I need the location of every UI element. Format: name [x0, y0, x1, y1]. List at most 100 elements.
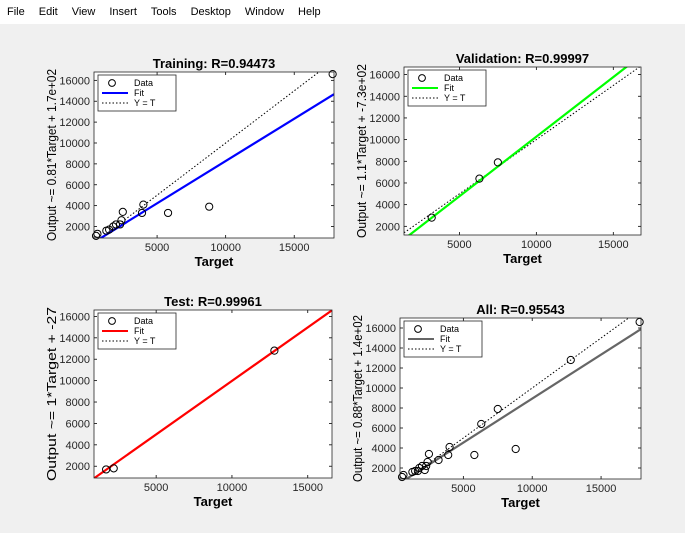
y-tick-label: 8000 [66, 397, 90, 409]
menu-desktop[interactable]: Desktop [190, 6, 231, 18]
legend-label: Data [134, 316, 153, 326]
x-tick-label: 15000 [598, 239, 629, 251]
chart-title: Validation: R=0.99997 [456, 51, 589, 66]
x-axis-label: Target [194, 494, 233, 509]
legend-label: Fit [134, 326, 144, 336]
data-point [427, 213, 436, 222]
data-point [118, 207, 127, 216]
data-point [493, 158, 502, 167]
y-tick-label: 14000 [365, 343, 396, 355]
data-point [477, 419, 486, 429]
legend-data-marker [108, 79, 116, 87]
x-tick-label: 10000 [210, 242, 241, 254]
legend-data-marker [418, 74, 426, 82]
regression-plots: 5000 10000 15000 2000 4000 6000 8000 10000 12000… [45, 51, 644, 510]
data-point [566, 355, 575, 365]
y-tick-label: 8000 [376, 156, 400, 168]
x-tick-label: 5000 [447, 239, 471, 251]
axes-border [399, 317, 642, 480]
chart-3: 5000 10000 15000 2000 4000 6000 8000 10000 12000… [351, 302, 644, 510]
data-point [102, 465, 111, 474]
data-point [109, 464, 118, 473]
data-point [423, 457, 432, 467]
legend-label: Data [440, 324, 459, 334]
fit-line [407, 67, 629, 235]
data-point [434, 455, 443, 465]
data-point [91, 231, 101, 241]
y-axis-label: Output ~= 0.81*Target + 1.7e+02 [45, 69, 59, 241]
menu-help[interactable]: Help [298, 6, 321, 18]
y-tick-label: 10000 [59, 138, 90, 150]
y-tick-label: 16000 [365, 323, 396, 335]
data-point [270, 346, 279, 355]
chart-2: 5000 10000 15000 2000 4000 6000 8000 10000 12000… [45, 294, 333, 509]
menu-window[interactable]: Window [244, 6, 285, 18]
x-tick-label: 10000 [517, 483, 548, 495]
figure-canvas: 5000 10000 15000 2000 4000 6000 8000 10000 12000… [0, 24, 685, 528]
identity-line [404, 67, 641, 234]
data-point [411, 466, 420, 476]
legend-label: Y = T [134, 336, 156, 346]
chart-title: Test: R=0.99961 [164, 294, 262, 309]
data-point [139, 200, 148, 209]
y-tick-label: 2000 [372, 463, 396, 475]
x-axis-label: Target [501, 495, 540, 510]
menu-view[interactable]: View [71, 6, 96, 18]
data-point [493, 404, 502, 414]
data-point [511, 444, 520, 454]
fit-line [94, 310, 332, 478]
y-tick-label: 4000 [66, 440, 90, 452]
y-tick-label: 14000 [59, 333, 90, 345]
y-tick-label: 12000 [59, 354, 90, 366]
y-tick-label: 10000 [365, 383, 396, 395]
legend-label: Y = T [440, 344, 462, 354]
data-point [420, 465, 429, 475]
x-tick-label: 5000 [144, 482, 168, 494]
y-tick-label: 8000 [66, 159, 90, 171]
x-tick-label: 15000 [292, 482, 323, 494]
chart-1: 5000 10000 15000 2000 4000 6000 8000 10000 12000… [355, 51, 642, 266]
y-tick-label: 2000 [66, 222, 90, 234]
data-point [470, 450, 479, 460]
y-tick-label: 8000 [372, 403, 396, 415]
y-tick-label: 12000 [365, 363, 396, 375]
y-tick-label: 10000 [369, 135, 400, 147]
axes-border [93, 309, 333, 479]
chart-title: Training: R=0.94473 [153, 56, 275, 71]
data-point [422, 461, 431, 471]
legend-label: Fit [134, 88, 144, 98]
x-tick-label: 5000 [451, 483, 475, 495]
y-tick-label: 2000 [66, 461, 90, 473]
menu-file[interactable]: File [7, 6, 25, 18]
legend-label: Fit [444, 83, 454, 93]
y-tick-label: 6000 [372, 423, 396, 435]
data-point [117, 216, 126, 225]
data-point [475, 174, 484, 183]
menu-edit[interactable]: Edit [38, 6, 58, 18]
data-point [397, 472, 407, 482]
data-point [424, 449, 434, 459]
y-tick-label: 14000 [59, 96, 90, 108]
y-tick-label: 6000 [66, 418, 90, 430]
x-tick-label: 15000 [586, 483, 617, 495]
chart-title: All: R=0.95543 [476, 302, 565, 317]
legend-label: Y = T [134, 98, 156, 108]
identity-line [406, 318, 630, 479]
y-tick-label: 4000 [66, 201, 90, 213]
data-point [444, 450, 453, 460]
x-axis-label: Target [195, 254, 234, 269]
y-tick-label: 6000 [66, 180, 90, 192]
x-tick-label: 10000 [521, 239, 552, 251]
legend-label: Data [444, 73, 463, 83]
menu-tools[interactable]: Tools [150, 6, 177, 18]
axes-border [93, 71, 335, 239]
identity-line [100, 72, 320, 238]
axes-border [403, 66, 642, 236]
y-tick-label: 12000 [369, 113, 400, 125]
fit-line [98, 93, 334, 238]
menu-insert[interactable]: Insert [109, 6, 137, 18]
y-axis-label: Output ~= 0.88*Target + 1.4e+02 [351, 315, 365, 482]
legend-label: Y = T [444, 93, 466, 103]
